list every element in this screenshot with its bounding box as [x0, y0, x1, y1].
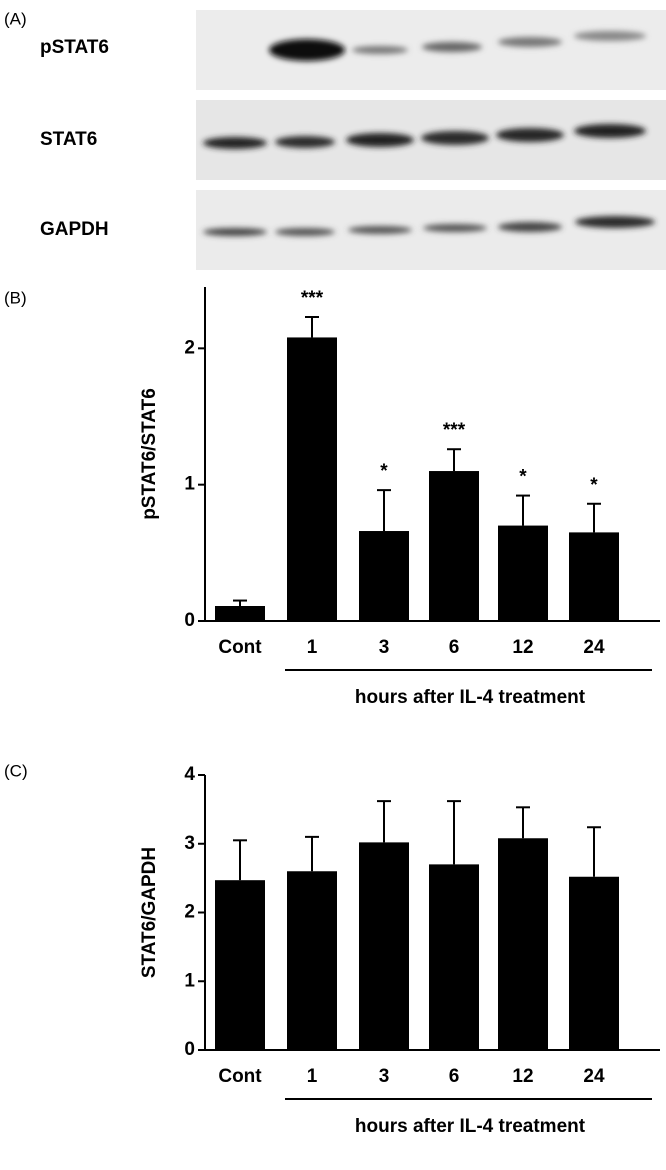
x-axis-label: hours after IL-4 treatment	[355, 687, 586, 708]
blot-row-label: pSTAT6	[40, 37, 109, 58]
bar	[569, 877, 619, 1050]
x-tick-label: 3	[379, 637, 390, 658]
significance-label: ***	[443, 420, 466, 441]
bar	[359, 531, 409, 621]
bar	[215, 880, 265, 1050]
panel-label: (A)	[4, 9, 27, 28]
figure: (A) pSTAT6 STAT6 GAPDH (B)012pSTAT6/STAT…	[0, 0, 666, 1170]
y-tick-label: 1	[184, 970, 195, 991]
panel-label: (C)	[4, 761, 28, 780]
blot-row-label: STAT6	[40, 129, 97, 150]
y-tick-label: 4	[184, 764, 195, 785]
bar	[287, 337, 337, 621]
y-axis-label: STAT6/GAPDH	[139, 847, 160, 978]
y-tick-label: 3	[184, 833, 195, 854]
y-tick-label: 1	[184, 474, 195, 495]
bar	[429, 471, 479, 621]
bar	[569, 532, 619, 621]
x-tick-label: 1	[307, 637, 318, 658]
panel-label: (B)	[4, 288, 27, 307]
significance-label: *	[519, 467, 527, 488]
x-tick-label: 24	[583, 1066, 605, 1087]
y-tick-label: 2	[184, 337, 195, 358]
x-tick-label: 3	[379, 1066, 390, 1087]
x-tick-label: 6	[449, 637, 460, 658]
y-tick-label: 0	[184, 1039, 195, 1060]
y-tick-label: 2	[184, 902, 195, 923]
significance-label: *	[380, 461, 388, 482]
y-tick-label: 0	[184, 610, 195, 631]
x-tick-label: 24	[583, 637, 605, 658]
bar	[498, 526, 548, 621]
x-tick-label: 6	[449, 1066, 460, 1087]
bar	[215, 606, 265, 621]
x-tick-label: 12	[512, 1066, 533, 1087]
blot-row-label: GAPDH	[40, 219, 109, 240]
x-tick-label: Cont	[218, 1066, 262, 1087]
bar	[359, 842, 409, 1050]
significance-label: ***	[301, 288, 324, 309]
x-tick-label: 1	[307, 1066, 318, 1087]
bar	[498, 838, 548, 1050]
x-tick-label: 12	[512, 637, 533, 658]
x-tick-label: Cont	[218, 637, 262, 658]
x-axis-label: hours after IL-4 treatment	[355, 1116, 586, 1137]
blot-panel: (A) pSTAT6 STAT6 GAPDH	[4, 9, 666, 270]
bar	[287, 871, 337, 1050]
bar	[429, 864, 479, 1050]
y-axis-label: pSTAT6/STAT6	[139, 388, 160, 520]
significance-label: *	[590, 475, 598, 496]
